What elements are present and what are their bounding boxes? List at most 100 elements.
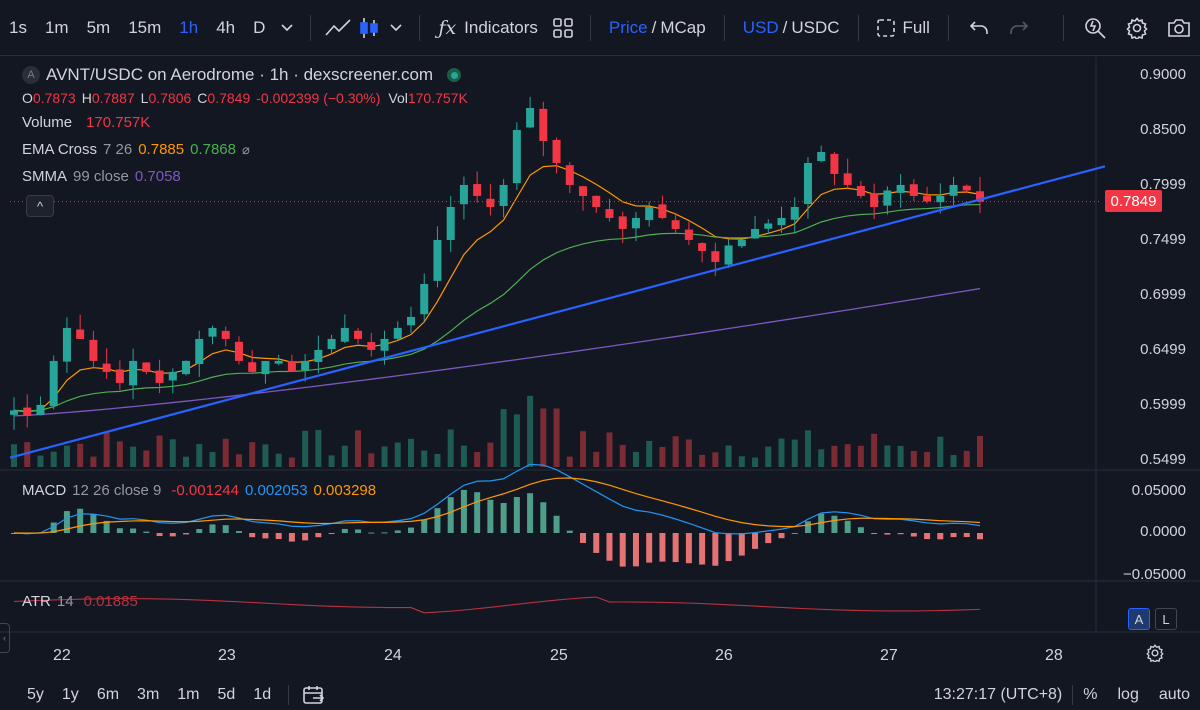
candle-body bbox=[420, 283, 429, 315]
candle-body bbox=[62, 327, 71, 362]
macd-histogram-bar bbox=[63, 511, 70, 533]
volume-bar bbox=[222, 438, 229, 467]
macd-legend[interactable]: MACD 12 26 close 9 -0.001244 0.002053 0.… bbox=[22, 482, 376, 499]
macd-histogram-bar bbox=[752, 533, 759, 549]
macd-histogram-bar bbox=[778, 533, 785, 539]
toolbar-divider bbox=[857, 14, 859, 41]
symbol-title[interactable]: AVNT/USDC on Aerodrome · 1h · dexscreene… bbox=[46, 65, 434, 84]
candle-body bbox=[618, 216, 627, 229]
volume-bar bbox=[447, 429, 454, 467]
auto-scale-button[interactable]: A bbox=[1128, 608, 1150, 630]
range-1m[interactable]: 1m bbox=[177, 685, 200, 703]
timeframe-4h[interactable]: 4h bbox=[216, 17, 236, 37]
timeframe-1h[interactable]: 1h bbox=[179, 17, 199, 37]
candle-body bbox=[751, 228, 760, 239]
candle-body bbox=[49, 360, 58, 407]
timeframe-15m[interactable]: 15m bbox=[128, 17, 162, 37]
usdc-option[interactable]: USDC bbox=[791, 17, 840, 37]
currency-toggle[interactable]: USD / USDC bbox=[735, 0, 848, 56]
candle-body bbox=[764, 223, 773, 229]
macd-histogram-bar bbox=[394, 530, 401, 533]
mcap-option[interactable]: MCap bbox=[660, 17, 706, 37]
chart-settings-gear-icon[interactable] bbox=[1138, 637, 1172, 669]
candle-body bbox=[195, 338, 204, 365]
volume-bar bbox=[156, 435, 163, 467]
redo-icon[interactable] bbox=[999, 0, 1039, 56]
volume-bar bbox=[699, 454, 706, 467]
volume-bar bbox=[275, 453, 282, 467]
range-1d[interactable]: 1d bbox=[253, 685, 272, 703]
macd-histogram-bar bbox=[646, 533, 653, 563]
smma-legend[interactable]: SMMA 99 close 0.7058 bbox=[22, 168, 181, 185]
legend-collapse-button[interactable]: ^ bbox=[26, 195, 54, 217]
volume-bar bbox=[778, 438, 785, 467]
macd-histogram-bar bbox=[262, 533, 269, 539]
range-5d[interactable]: 5d bbox=[217, 685, 236, 703]
top-toolbar: 1s 1m 5m 15m 1h 4h D ƒx Indicators Price… bbox=[0, 0, 1200, 56]
range-3m[interactable]: 3m bbox=[137, 685, 160, 703]
atr-legend[interactable]: ATR 14 0.01885 bbox=[22, 593, 138, 610]
macd-histogram-bar bbox=[381, 532, 388, 534]
timeframe-chevron-down-icon[interactable] bbox=[274, 0, 300, 56]
ema-slow-line bbox=[13, 203, 981, 412]
candle-body bbox=[962, 185, 971, 191]
percent-scale-toggle[interactable]: % bbox=[1083, 685, 1098, 703]
layout-grid-icon[interactable] bbox=[546, 0, 580, 56]
high-label: H bbox=[81, 90, 92, 106]
range-5y[interactable]: 5y bbox=[27, 685, 44, 703]
fullscreen-button[interactable]: Full bbox=[869, 0, 938, 56]
macd-histogram-bar bbox=[527, 493, 534, 533]
candle-body bbox=[790, 206, 799, 220]
volume-bar bbox=[434, 453, 441, 467]
line-chart-icon[interactable] bbox=[321, 0, 355, 56]
price-option[interactable]: Price bbox=[608, 17, 648, 37]
price-mcap-toggle[interactable]: Price / MCap bbox=[601, 0, 714, 56]
volume-bar bbox=[328, 455, 335, 467]
price-axis-label: 0.6499 bbox=[1140, 341, 1186, 358]
candle-body bbox=[10, 410, 18, 415]
log-scale-toggle[interactable]: log bbox=[1117, 685, 1139, 703]
candles-icon[interactable] bbox=[355, 0, 383, 56]
macd-histogram-bar bbox=[818, 513, 825, 533]
range-6m[interactable]: 6m bbox=[96, 685, 120, 703]
timeframe-1m[interactable]: 1m bbox=[44, 17, 69, 37]
drawer-handle[interactable]: ‹ bbox=[0, 623, 10, 653]
candle-body bbox=[830, 153, 839, 174]
volume-bar bbox=[103, 432, 110, 467]
ema-legend[interactable]: EMA Cross 7 26 0.7885 0.7868 ⌀ bbox=[22, 141, 250, 158]
quick-search-icon[interactable] bbox=[1074, 0, 1116, 56]
volume-bar bbox=[950, 455, 957, 467]
price-chart[interactable] bbox=[0, 57, 1200, 669]
undo-icon[interactable] bbox=[959, 0, 999, 56]
indicators-button[interactable]: ƒx Indicators bbox=[430, 0, 545, 56]
volume-bar bbox=[460, 445, 467, 467]
macd-histogram-bar bbox=[540, 502, 547, 533]
toolbar-divider bbox=[1063, 14, 1064, 41]
chart-type-chevron-down-icon[interactable] bbox=[383, 0, 409, 56]
auto-scale-toggle[interactable]: auto bbox=[1158, 685, 1190, 703]
clock-time[interactable]: 13:27:17 (UTC+8) bbox=[933, 685, 1063, 703]
range-1y[interactable]: 1y bbox=[61, 685, 79, 703]
candle-body bbox=[287, 361, 296, 372]
candle-body bbox=[526, 107, 535, 128]
timeframe-5m[interactable]: 5m bbox=[86, 17, 111, 37]
macd-histogram-bar bbox=[77, 508, 84, 533]
calendar-goto-icon[interactable] bbox=[297, 679, 331, 710]
candle-body bbox=[923, 195, 932, 202]
chart-area[interactable]: A AVNT/USDC on Aerodrome · 1h · dexscree… bbox=[0, 57, 1200, 669]
hide-eye-icon[interactable]: ⌀ bbox=[242, 141, 250, 157]
macd-line bbox=[13, 463, 981, 535]
timeframe-d[interactable]: D bbox=[253, 17, 266, 37]
usd-option[interactable]: USD bbox=[742, 17, 779, 37]
volume-legend[interactable]: Volume 170.757K bbox=[22, 114, 150, 131]
settings-gear-icon[interactable] bbox=[1116, 0, 1158, 56]
timeframe-1s[interactable]: 1s bbox=[9, 17, 27, 37]
high-value: 0.7887 bbox=[91, 90, 135, 106]
candle-body bbox=[459, 184, 468, 205]
log-scale-button[interactable]: L bbox=[1155, 608, 1177, 630]
camera-icon[interactable] bbox=[1158, 0, 1200, 56]
volume-bar bbox=[50, 451, 57, 467]
volume-bar bbox=[804, 430, 811, 467]
macd-histogram-bar bbox=[884, 533, 891, 535]
macd-params: 12 26 close 9 bbox=[72, 482, 162, 499]
